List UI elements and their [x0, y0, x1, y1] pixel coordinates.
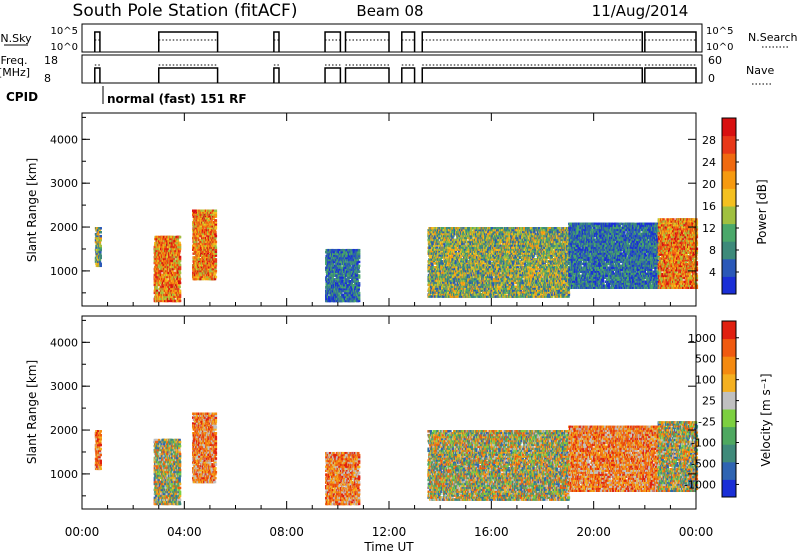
freq-window-3: [325, 68, 340, 83]
echo-cell-2235: [215, 235, 218, 238]
nsky-window-3: [325, 32, 340, 52]
plot-title: South Pole Station (fitACF): [73, 1, 298, 21]
cpid-label: CPID: [6, 90, 38, 104]
freq-tick-bottom: 8: [44, 72, 51, 85]
echo-cell-2223: [215, 276, 218, 279]
nsky-window-0: [95, 32, 100, 52]
cpid-mode: normal (fast) 151 RF: [107, 92, 247, 106]
nsearch-label: N.Search: [748, 31, 798, 44]
echo-cell-1157: [179, 300, 182, 303]
nave-tick-bottom: 0: [708, 72, 715, 85]
freq-window-1: [159, 68, 218, 83]
echo-cell-1167: [179, 264, 182, 267]
nsky-window-2: [274, 32, 279, 52]
nsearch-tick-bottom: 10^0: [706, 42, 733, 53]
echo-cell-2228: [215, 258, 218, 261]
freq-window-0: [95, 68, 100, 83]
nsky-window-1: [159, 32, 218, 52]
nsky-frame: [82, 24, 702, 52]
echo-cell-108: [99, 263, 102, 266]
echo-cell-1146: [178, 286, 181, 289]
echo-cell-1170: [179, 256, 182, 259]
echo-cell-2240: [215, 219, 218, 222]
echo-cell-1173: [179, 244, 182, 247]
freq-tick-top: 18: [44, 54, 58, 67]
nsky-label: N.Sky: [0, 32, 32, 45]
nsky-traces: [95, 32, 696, 52]
echo-cell-2244: [215, 210, 218, 213]
nsky-tick-bottom: 10^0: [51, 42, 78, 53]
echo-cell-3381: [358, 270, 361, 273]
nave-tick-top: 60: [708, 54, 722, 67]
echo-cell-2218: [214, 231, 217, 234]
echo-cell-117: [99, 231, 102, 234]
echo-cell-1161: [179, 290, 182, 293]
echo-cell-1163: [179, 278, 182, 281]
echo-cell-3380: [358, 274, 361, 277]
echo-cell-118: [99, 227, 102, 230]
freq-panel: Freq. [MHz] 18 8 60 0 Nave: [0, 54, 774, 85]
freq-window-2: [274, 68, 279, 83]
nsky-panel: N.Sky 10^5 10^0 10^5 10^0 N.Search: [0, 24, 797, 53]
nsky-tick-top: 10^5: [51, 26, 78, 37]
nsky-window-4: [346, 32, 389, 52]
echo-cell-3378: [358, 282, 361, 285]
beam-label: Beam 08: [356, 2, 423, 20]
nave-label: Nave: [746, 64, 774, 77]
echo-cell-113: [99, 245, 102, 248]
freq-unit-label: [MHz]: [0, 66, 30, 79]
freq-window-6: [422, 68, 642, 83]
freq-traces: [95, 65, 696, 83]
nsky-window-6: [422, 32, 642, 52]
freq-window-5: [402, 68, 415, 83]
echo-cell-3383: [358, 261, 361, 264]
power-echo-cells: [95, 210, 698, 303]
nsky-window-5: [402, 32, 415, 52]
echo-cell-1162: [179, 282, 182, 285]
date-label: 11/Aug/2014: [592, 2, 689, 20]
freq-window-4: [346, 68, 389, 83]
freq-window-7: [645, 68, 696, 83]
echo-cell-110: [99, 255, 102, 258]
nsearch-tick-top: 10^5: [706, 26, 733, 37]
echo-cell-2224: [215, 270, 218, 273]
echo-cell-3376: [358, 292, 361, 295]
freq-frame: [82, 55, 702, 83]
nsky-window-7: [645, 32, 696, 52]
echo-cell-3382: [358, 265, 361, 268]
echo-cell-3388: [358, 249, 361, 252]
echo-cell-2233: [215, 247, 218, 250]
echo-cell-2234: [215, 241, 218, 244]
echo-cell-1174: [179, 236, 182, 239]
echo-cell-116: [99, 235, 102, 238]
echo-cell-1164: [179, 272, 182, 275]
